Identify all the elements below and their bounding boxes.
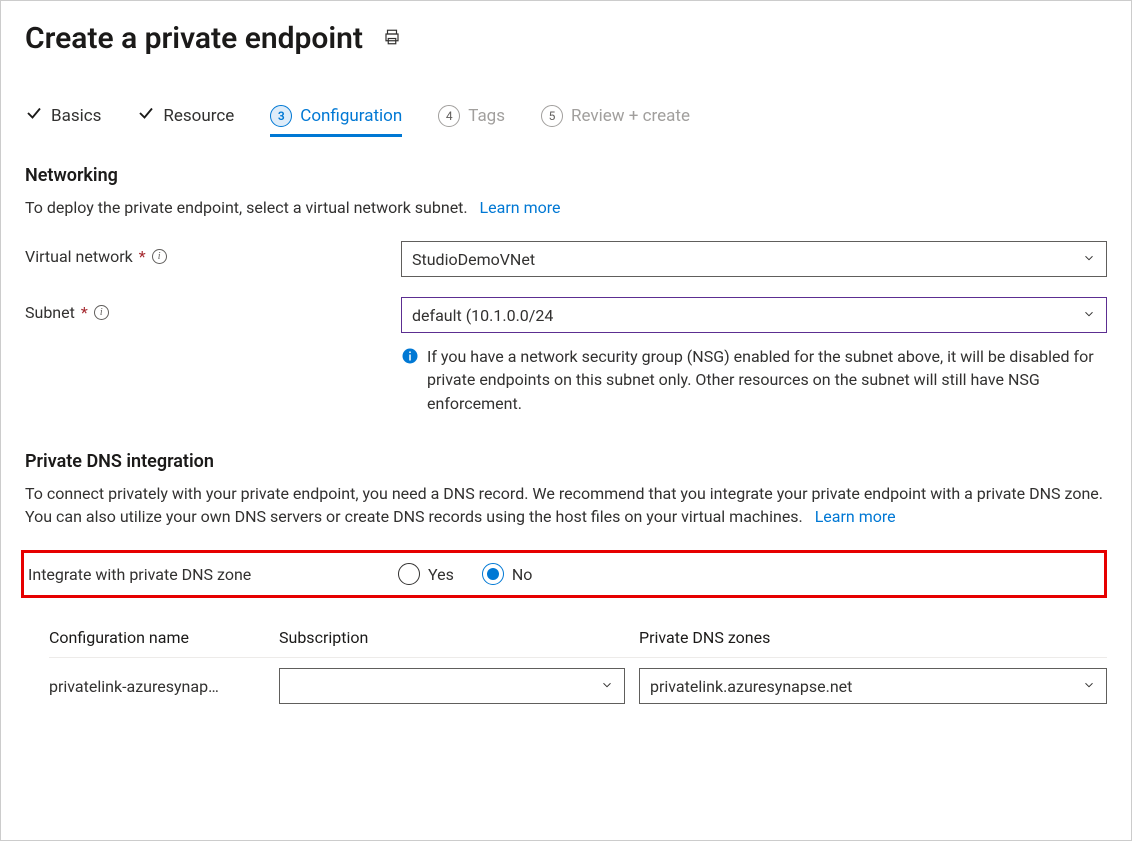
info-icon[interactable]: i — [152, 249, 167, 264]
dns-learn-more[interactable]: Learn more — [815, 507, 896, 526]
tab-basics[interactable]: Basics — [25, 104, 101, 137]
col-private-dns-zones: Private DNS zones — [639, 628, 1107, 647]
table-header: Configuration name Subscription Private … — [49, 618, 1107, 658]
nsg-info-text: If you have a network security group (NS… — [427, 345, 1107, 415]
integrate-dns-options: Yes No — [398, 563, 532, 585]
tab-label: Configuration — [300, 106, 402, 126]
tab-label: Review + create — [571, 106, 690, 126]
networking-learn-more[interactable]: Learn more — [480, 198, 561, 217]
tab-label: Tags — [468, 106, 505, 126]
networking-heading: Networking — [25, 165, 1107, 186]
tab-label: Resource — [163, 106, 234, 126]
step-number: 4 — [438, 105, 460, 127]
chevron-down-icon — [1082, 677, 1096, 696]
select-value: privatelink.azuresynapse.net — [650, 677, 852, 696]
virtual-network-row: Virtual network * i StudioDemoVNet — [25, 241, 1107, 277]
dns-zone-select[interactable]: privatelink.azuresynapse.net — [639, 668, 1107, 704]
chevron-down-icon — [600, 677, 614, 696]
dns-zones-table: Configuration name Subscription Private … — [49, 618, 1107, 714]
integrate-dns-label: Integrate with private DNS zone — [24, 565, 398, 584]
virtual-network-select[interactable]: StudioDemoVNet — [401, 241, 1107, 277]
step-number: 5 — [541, 105, 563, 127]
tab-review-create[interactable]: 5 Review + create — [541, 105, 690, 137]
check-icon — [137, 104, 155, 127]
info-icon — [401, 347, 419, 365]
table-row: privatelink-azuresynap… privatelink.azur… — [49, 658, 1107, 714]
info-icon[interactable]: i — [94, 305, 109, 320]
select-value: default (10.1.0.0/24 — [412, 306, 553, 325]
cell-configuration-name: privatelink-azuresynap… — [49, 677, 279, 696]
label-text: Subnet — [25, 303, 75, 322]
dns-description: To connect privately with your private e… — [25, 482, 1107, 528]
radio-icon — [398, 563, 420, 585]
select-value: StudioDemoVNet — [412, 250, 535, 269]
virtual-network-label: Virtual network * i — [25, 241, 401, 266]
integrate-dns-row: Integrate with private DNS zone Yes No — [24, 563, 1104, 585]
integrate-dns-yes[interactable]: Yes — [398, 563, 454, 585]
integrate-dns-no[interactable]: No — [482, 563, 533, 585]
tab-tags[interactable]: 4 Tags — [438, 105, 505, 137]
radio-icon — [482, 563, 504, 585]
required-asterisk: * — [81, 303, 88, 322]
integrate-dns-highlight: Integrate with private DNS zone Yes No — [21, 550, 1107, 598]
subnet-label: Subnet * i — [25, 297, 401, 322]
dns-desc-text: To connect privately with your private e… — [25, 484, 1103, 526]
subnet-select[interactable]: default (10.1.0.0/24 — [401, 297, 1107, 333]
tab-label: Basics — [51, 106, 101, 126]
radio-label: Yes — [428, 565, 454, 584]
chevron-down-icon — [1082, 306, 1096, 325]
col-configuration-name: Configuration name — [49, 628, 279, 647]
networking-desc-text: To deploy the private endpoint, select a… — [25, 198, 468, 217]
tab-configuration[interactable]: 3 Configuration — [270, 105, 402, 137]
col-subscription: Subscription — [279, 628, 639, 647]
chevron-down-icon — [1082, 250, 1096, 269]
wizard-tabs: Basics Resource 3 Configuration 4 Tags 5… — [25, 104, 1107, 137]
required-asterisk: * — [139, 247, 146, 266]
label-text: Virtual network — [25, 247, 133, 266]
page-title: Create a private endpoint — [25, 21, 363, 56]
radio-label: No — [512, 565, 533, 584]
subnet-row: Subnet * i default (10.1.0.0/24 If you h… — [25, 297, 1107, 415]
tab-resource[interactable]: Resource — [137, 104, 234, 137]
dns-heading: Private DNS integration — [25, 451, 1107, 472]
subscription-select[interactable] — [279, 668, 625, 704]
networking-description: To deploy the private endpoint, select a… — [25, 196, 1107, 219]
step-number: 3 — [270, 105, 292, 127]
check-icon — [25, 104, 43, 127]
nsg-info-callout: If you have a network security group (NS… — [401, 345, 1107, 415]
page-header: Create a private endpoint — [25, 21, 1107, 56]
print-icon[interactable] — [383, 28, 401, 50]
